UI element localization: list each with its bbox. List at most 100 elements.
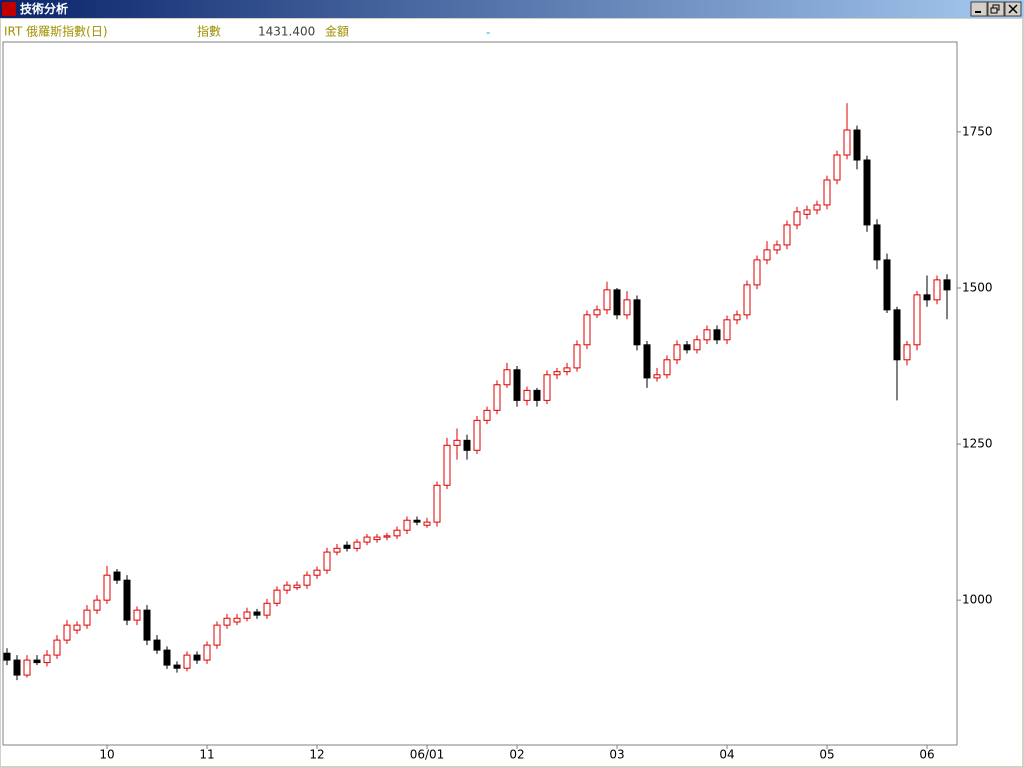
candle-body: [633, 299, 641, 346]
close-glyph: [1008, 4, 1018, 14]
candle-body: [313, 569, 321, 576]
candle-body: [723, 319, 731, 341]
candle-body: [333, 547, 341, 553]
candle-body: [43, 654, 51, 664]
candle-body: [123, 579, 131, 621]
candle-body: [293, 584, 301, 589]
candle-body: [23, 659, 31, 676]
candle-body: [803, 209, 811, 215]
candle-body: [823, 179, 831, 206]
candle-body: [743, 284, 751, 316]
window-buttons[interactable]: [970, 1, 1022, 17]
x-tick-label: 02: [509, 748, 524, 762]
candle-body: [433, 484, 441, 523]
candle-body: [113, 571, 121, 581]
candle-body: [573, 344, 581, 369]
candle-body: [853, 129, 861, 161]
candle-body: [673, 344, 681, 361]
minimize-button[interactable]: [970, 1, 988, 17]
window-title: 技術分析: [20, 1, 68, 16]
plot-area: [2, 41, 958, 746]
candle-body: [583, 314, 591, 346]
candle-body: [213, 624, 221, 646]
x-tick-label: 10: [99, 748, 114, 762]
candle-body: [143, 609, 151, 641]
candle-body: [523, 389, 531, 401]
candle-body: [393, 529, 401, 537]
candle-body: [843, 129, 851, 156]
candle-body: [533, 389, 541, 401]
candle-body: [563, 367, 571, 373]
candle-body: [63, 624, 71, 641]
candle-body: [733, 314, 741, 321]
candle-body: [203, 644, 211, 661]
candle-body: [413, 519, 421, 523]
value: 1431.400: [258, 25, 315, 39]
candle-body: [833, 154, 841, 181]
candle-body: [813, 204, 821, 211]
candle-body: [773, 244, 781, 251]
candle-body: [303, 574, 311, 586]
candle-body: [83, 609, 91, 626]
candle-body: [283, 584, 291, 591]
candle-body: [353, 541, 361, 549]
x-tick-label: 12: [309, 748, 324, 762]
candle-body: [13, 659, 21, 676]
candle-body: [613, 289, 621, 316]
x-tick-label: 06: [919, 748, 934, 762]
candle-body: [243, 611, 251, 619]
candle-body: [163, 649, 171, 666]
y-tick-label: 1250: [962, 437, 993, 451]
candle-body: [763, 249, 771, 261]
restore-glyph: [990, 7, 998, 14]
candle-body: [623, 299, 631, 316]
candle-body: [553, 371, 561, 376]
amount: -: [486, 26, 490, 40]
candle-body: [873, 224, 881, 261]
value-label: 指數: [197, 24, 221, 39]
candle-body: [223, 617, 231, 626]
candle-body: [423, 521, 431, 526]
candle-body: [453, 439, 461, 446]
candle-body: [133, 609, 141, 621]
candle-body: [693, 339, 701, 351]
candle-body: [923, 294, 931, 301]
y-tick-label: 1000: [962, 593, 993, 607]
candle-body: [713, 329, 721, 341]
candle-body: [653, 374, 661, 379]
candle-body: [53, 639, 61, 656]
candle-body: [383, 535, 391, 538]
candle-body: [933, 279, 941, 301]
candle-body: [483, 409, 491, 421]
candle-body: [903, 344, 911, 361]
x-tick-label: 11: [199, 748, 214, 762]
candle-body: [263, 602, 271, 616]
candle-body: [703, 329, 711, 341]
candle-body: [543, 374, 551, 401]
candle-body: [73, 624, 81, 631]
candle-body: [643, 344, 651, 379]
candle-body: [913, 294, 921, 346]
candle-body: [273, 589, 281, 604]
candle-body: [153, 639, 161, 651]
candle-body: [193, 654, 201, 661]
candle-body: [473, 419, 481, 451]
candle-body: [683, 344, 691, 351]
candle-body: [463, 439, 471, 451]
candle-body: [363, 536, 371, 543]
candle-body: [403, 519, 411, 531]
candle-body: [253, 611, 261, 616]
candle-body: [443, 444, 451, 486]
candle-body: [173, 664, 181, 669]
y-tick-label: 1750: [962, 124, 993, 138]
candle-body: [503, 369, 511, 386]
x-tick-label: 06/01: [410, 748, 445, 762]
candle-body: [603, 289, 611, 311]
symbol: IRT 俄羅斯指數(日): [4, 24, 108, 39]
x-tick-label: 05: [819, 748, 834, 762]
candle-body: [943, 279, 951, 291]
candle-body: [323, 551, 331, 571]
candle-body: [753, 259, 761, 286]
